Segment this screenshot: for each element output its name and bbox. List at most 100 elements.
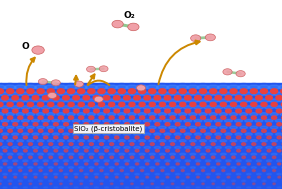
Circle shape [124,96,130,100]
Circle shape [131,170,133,172]
Circle shape [64,149,68,152]
Circle shape [150,129,155,132]
Ellipse shape [224,106,233,109]
Ellipse shape [70,132,82,138]
Ellipse shape [45,139,56,145]
Circle shape [139,102,145,106]
Ellipse shape [265,159,274,164]
Ellipse shape [87,113,96,116]
Ellipse shape [12,133,19,136]
Circle shape [130,143,134,146]
Ellipse shape [57,113,65,116]
Circle shape [73,96,80,100]
Ellipse shape [278,125,282,132]
Ellipse shape [129,153,135,155]
Ellipse shape [7,140,14,142]
Circle shape [74,81,83,87]
Ellipse shape [175,187,180,188]
Ellipse shape [233,146,244,151]
Circle shape [14,163,17,165]
Ellipse shape [234,106,243,109]
Ellipse shape [27,140,34,142]
Circle shape [240,89,247,94]
Ellipse shape [123,133,131,136]
Circle shape [0,156,2,159]
Circle shape [120,143,124,146]
Circle shape [110,170,113,172]
Ellipse shape [175,160,180,162]
Ellipse shape [230,126,237,129]
Ellipse shape [278,85,282,89]
Ellipse shape [101,132,113,138]
Ellipse shape [168,113,177,116]
Circle shape [60,170,62,172]
Ellipse shape [121,132,133,138]
Circle shape [43,109,49,113]
Ellipse shape [114,146,120,149]
Ellipse shape [78,153,84,155]
Ellipse shape [27,180,34,183]
Circle shape [39,143,43,146]
Circle shape [19,156,22,159]
Circle shape [44,176,47,178]
Ellipse shape [121,92,133,96]
Ellipse shape [133,119,141,122]
Ellipse shape [126,85,138,89]
Circle shape [93,96,100,100]
Ellipse shape [51,106,60,109]
Ellipse shape [92,119,100,122]
Ellipse shape [219,166,228,170]
Ellipse shape [106,85,118,89]
Ellipse shape [233,92,244,96]
Ellipse shape [38,153,43,155]
Ellipse shape [236,187,241,188]
Ellipse shape [203,146,213,151]
Circle shape [23,149,27,152]
Ellipse shape [69,118,83,125]
Ellipse shape [249,152,259,158]
Ellipse shape [163,106,172,109]
Ellipse shape [119,167,124,168]
Ellipse shape [144,146,150,149]
Ellipse shape [2,98,19,107]
Circle shape [268,176,270,178]
Ellipse shape [230,153,236,155]
Ellipse shape [253,132,265,138]
Ellipse shape [122,159,131,164]
Ellipse shape [165,187,169,188]
Ellipse shape [157,99,168,102]
Ellipse shape [206,112,220,119]
Circle shape [256,123,261,126]
Ellipse shape [55,85,67,89]
Ellipse shape [26,166,35,170]
Ellipse shape [195,98,212,107]
Ellipse shape [161,118,174,125]
Ellipse shape [122,106,131,109]
Circle shape [18,129,23,132]
Circle shape [191,170,194,172]
Circle shape [34,163,37,165]
Ellipse shape [33,173,38,175]
Ellipse shape [32,146,39,149]
Ellipse shape [228,85,239,89]
Ellipse shape [217,85,229,89]
Ellipse shape [187,85,199,89]
Circle shape [252,129,256,132]
Circle shape [210,102,216,106]
Ellipse shape [227,125,240,132]
Circle shape [266,96,272,100]
Ellipse shape [62,173,70,177]
Ellipse shape [31,159,40,164]
Ellipse shape [142,84,162,94]
Ellipse shape [54,173,58,175]
Ellipse shape [12,160,18,162]
Circle shape [222,183,224,185]
Circle shape [124,109,130,113]
Circle shape [12,109,18,113]
Ellipse shape [273,132,282,138]
Ellipse shape [95,125,108,132]
Ellipse shape [132,84,152,94]
Ellipse shape [215,98,232,107]
Circle shape [145,136,149,139]
Ellipse shape [250,180,257,183]
